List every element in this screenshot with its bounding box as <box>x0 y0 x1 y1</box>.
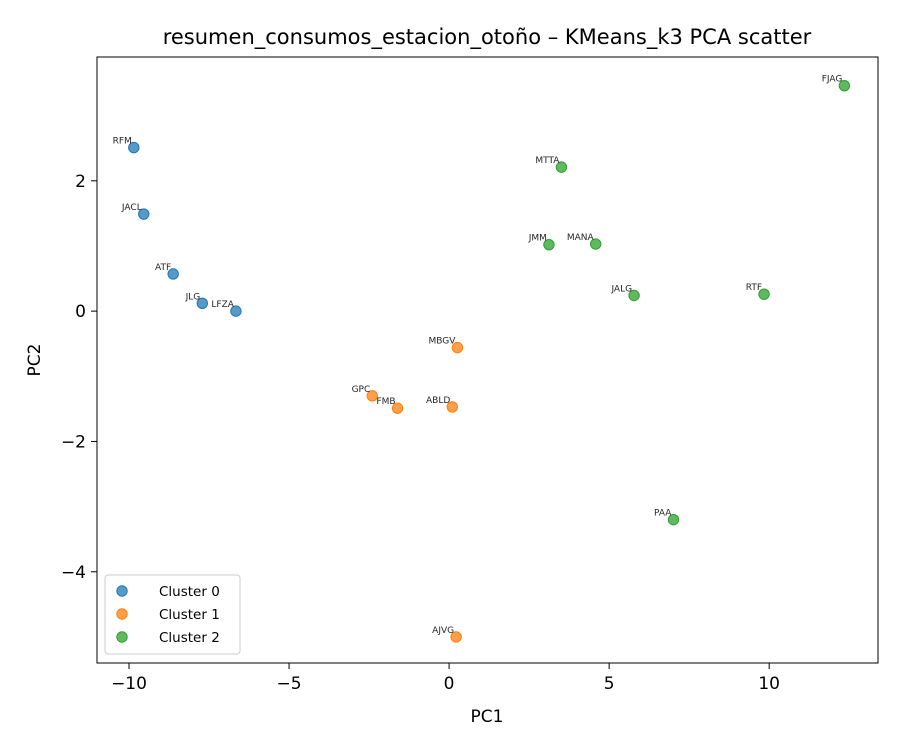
points-layer <box>128 79 851 643</box>
x-tick-label: 5 <box>604 674 615 694</box>
scatter-point <box>196 297 209 310</box>
legend-entry-label: Cluster 0 <box>159 584 220 600</box>
x-tick-label: −5 <box>277 674 302 694</box>
x-tick-label: −10 <box>111 674 147 694</box>
x-axis-ticks: −10 −5 0 5 10 <box>111 663 780 694</box>
point-label: RFM <box>113 137 132 147</box>
x-tick-label: 0 <box>444 674 455 694</box>
y-axis-label: PC2 <box>25 344 45 377</box>
scatter-point <box>167 268 179 280</box>
point-label: JMM <box>528 234 547 244</box>
point-label: ABLD <box>426 396 450 406</box>
scatter-point <box>555 161 568 173</box>
y-tick-label: −2 <box>61 432 86 452</box>
scatter-point <box>391 402 404 414</box>
point-label: ATF <box>155 263 171 273</box>
point-label: LFZA <box>211 300 234 310</box>
point-label: AJVG <box>432 626 454 636</box>
scatter-point <box>138 208 150 220</box>
scatter-point <box>667 513 680 526</box>
x-tick-label: 10 <box>758 674 780 694</box>
scatter-point <box>451 341 464 354</box>
y-tick-label: −4 <box>61 563 86 583</box>
point-label: FMB <box>376 397 395 407</box>
legend-frame <box>104 574 241 655</box>
legend-entry-label: Cluster 1 <box>159 607 220 623</box>
point-label: JACL <box>121 203 142 213</box>
scatter-point <box>450 631 462 643</box>
legend-marker <box>116 608 128 620</box>
y-tick-label: 0 <box>75 302 86 322</box>
scatter-point <box>128 141 140 154</box>
point-labels-layer: RFM JACL ATF JLG LFZA MBGV GPC FMB ABLD AJVG FJAG M… <box>113 75 843 636</box>
scatter-point <box>628 289 640 302</box>
y-tick-label: 2 <box>75 172 86 192</box>
point-label: MBGV <box>428 337 456 347</box>
x-axis-label: PC1 <box>471 707 504 727</box>
legend-marker <box>116 585 128 597</box>
y-axis-ticks: −4 −2 0 2 <box>61 172 97 583</box>
plot-frame <box>96 56 879 664</box>
scatter-point <box>758 288 770 300</box>
point-label: FJAG <box>822 75 843 85</box>
legend-marker <box>116 631 128 643</box>
point-label: MTTA <box>535 156 560 166</box>
point-label: MANA <box>567 233 595 243</box>
point-label: GPC <box>352 385 371 395</box>
scatter-point <box>446 401 458 413</box>
point-label: RTF <box>746 283 762 293</box>
chart-title: resumen_consumos_estacion_otoño – KMeans… <box>163 25 812 50</box>
point-label: PAA <box>654 509 672 519</box>
point-label: JLG <box>185 292 201 302</box>
scatter-point <box>543 238 555 251</box>
scatter-point <box>230 305 242 317</box>
scatter-point <box>366 390 378 402</box>
scatter-point <box>589 238 602 250</box>
point-label: JALG <box>610 284 632 294</box>
legend: Cluster 0 Cluster 1 Cluster 2 <box>104 574 241 655</box>
legend-entry-label: Cluster 2 <box>159 630 220 646</box>
scatter-point <box>838 79 851 92</box>
